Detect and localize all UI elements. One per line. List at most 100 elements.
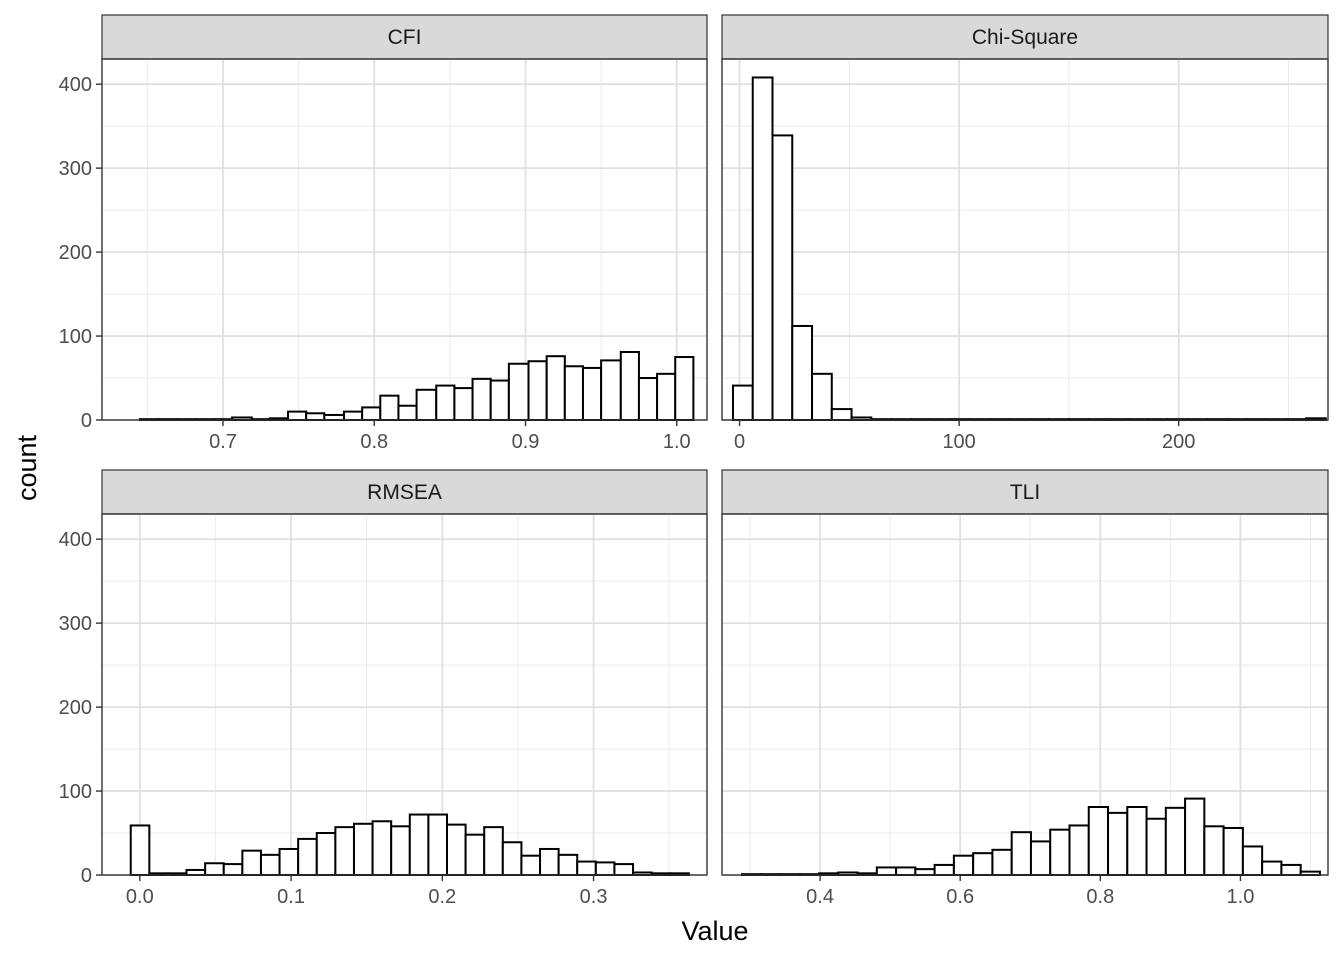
facet-panel-chi-square: Chi-Square 0 100 200	[721, 14, 1329, 453]
y-tick-label: 300	[59, 158, 92, 180]
facet-strip-label: Chi-Square	[972, 26, 1078, 49]
histogram-bar	[637, 377, 659, 421]
gridlines	[102, 514, 707, 876]
histogram-bar	[222, 863, 244, 877]
y-tick-label: 200	[59, 697, 92, 719]
histogram-bar	[435, 384, 456, 421]
histogram-bar	[563, 365, 584, 422]
histogram-bar	[1029, 840, 1052, 876]
histogram-bar	[305, 412, 326, 422]
facet-panel-cfi: CFI 0.7 0.8 0.9 1.0 0 100 200 300 400	[59, 14, 708, 453]
histogram-bar	[914, 868, 936, 876]
histogram-bar	[507, 362, 530, 421]
histogram-bar	[1280, 863, 1302, 877]
histogram-bar	[379, 394, 400, 422]
histogram-bars	[129, 813, 690, 877]
facet-strip	[721, 469, 1329, 515]
histogram-bar	[656, 372, 677, 422]
histogram-bar	[527, 360, 548, 421]
histogram-bar	[1241, 845, 1264, 876]
histogram-bar	[323, 413, 345, 422]
histogram-bar	[576, 860, 597, 877]
histogram-bar	[278, 847, 300, 877]
histogram-bar	[204, 862, 225, 877]
histogram-bar	[464, 833, 486, 877]
histogram-bar	[895, 866, 917, 877]
x-tick-label: 0.4	[806, 886, 834, 908]
x-tick-label: 1.0	[663, 431, 691, 453]
y-tick-label: 300	[59, 613, 92, 635]
histogram-bars	[740, 797, 1321, 877]
histogram-bar	[539, 847, 560, 877]
y-tick-label: 100	[59, 781, 92, 803]
histogram-bar	[1107, 811, 1129, 876]
histogram-bar	[471, 377, 492, 422]
x-tick-label: 0.2	[428, 886, 456, 908]
facet-strip	[721, 14, 1329, 60]
gridlines	[722, 514, 1328, 876]
y-tick-label: 200	[59, 242, 92, 264]
histogram-bar	[830, 408, 853, 422]
histogram-bar	[545, 355, 566, 421]
facet-strip-label: CFI	[388, 26, 422, 49]
histogram-bar	[129, 824, 151, 877]
histogram-bar	[875, 866, 898, 877]
histogram-bar	[1203, 825, 1225, 877]
histogram-bar	[1049, 828, 1071, 876]
y-tick-label: 400	[59, 529, 92, 551]
histogram-bar	[791, 324, 814, 422]
histogram-bar	[991, 848, 1013, 877]
histogram-bar	[483, 826, 504, 876]
histogram-bar	[1261, 860, 1283, 877]
y-tick-label: 100	[59, 326, 92, 348]
histogram-bar	[952, 854, 975, 876]
x-tick-label: 1.0	[1227, 886, 1255, 908]
y-axis-title: count	[12, 434, 42, 501]
facet-strip-label: TLI	[1010, 481, 1040, 504]
x-tick-label: 0.8	[1086, 886, 1114, 908]
histogram-bar	[811, 372, 833, 422]
histogram-bar	[1164, 806, 1187, 877]
histogram-bar	[415, 388, 438, 421]
x-tick-label: 0.9	[512, 431, 540, 453]
histogram-bar	[371, 820, 393, 877]
histogram-bar	[674, 356, 695, 421]
histogram-bar	[397, 404, 418, 421]
histogram-bar	[446, 823, 467, 877]
facet-panels: CFI 0.7 0.8 0.9 1.0 0 100 200 300 400 Chi-Square 0 1…	[59, 14, 1329, 908]
x-tick-label: 200	[1162, 431, 1195, 453]
histogram-bar	[557, 853, 579, 876]
histogram-bar	[390, 825, 411, 877]
histogram-bar	[297, 837, 318, 877]
facet-panel-tli: TLI 0.4 0.6 0.8 1.0	[721, 469, 1329, 908]
facet-panel-rmsea: RMSEA 0.0 0.1 0.2 0.3 0 100 200 300 400	[59, 469, 708, 908]
histogram-bar	[334, 826, 355, 876]
histogram-bar	[1010, 831, 1032, 876]
histogram-bar	[343, 410, 364, 421]
histogram-bar	[453, 387, 474, 422]
histogram-bar	[1222, 826, 1244, 876]
histogram-bar	[731, 384, 754, 421]
histogram-bar	[972, 852, 994, 877]
histogram-bar	[315, 832, 337, 876]
histogram-bar	[352, 822, 374, 877]
panel-border	[721, 513, 1329, 876]
histogram-bar	[361, 406, 382, 422]
facet-strip	[101, 14, 708, 60]
x-axis-title: Value	[681, 916, 748, 946]
facet-strip-label: RMSEA	[367, 481, 442, 504]
panel-border	[721, 58, 1329, 421]
x-tick-label: 0.1	[277, 886, 305, 908]
histogram-bar	[1126, 805, 1148, 877]
histogram-bar	[259, 853, 281, 876]
histogram-bar	[619, 350, 640, 422]
x-tick-label: 100	[942, 431, 975, 453]
panel-border	[101, 58, 708, 421]
histogram-bar	[613, 863, 635, 877]
x-tick-label: 0.0	[126, 886, 154, 908]
histogram-bar	[1184, 797, 1206, 877]
histogram-bar	[408, 813, 430, 876]
histogram-bar	[1087, 805, 1110, 877]
x-tick-label: 0.7	[209, 431, 237, 453]
